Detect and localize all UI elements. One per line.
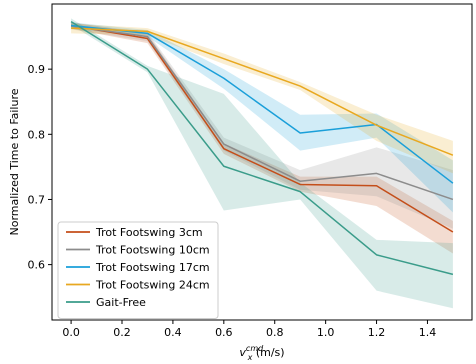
confidence-band-2: [71, 22, 453, 213]
x-tick-label: 1.0: [317, 326, 335, 339]
y-tick-label: 0.8: [28, 128, 46, 141]
x-axis-label-subscript: x: [247, 353, 253, 362]
legend: Trot Footswing 3cm Trot Footswing 10cm Tro…: [57, 221, 219, 319]
x-tick-label: 1.4: [419, 326, 437, 339]
x-tick-label: 0.2: [113, 326, 131, 339]
legend-label-1: Trot Footswing 10cm: [95, 244, 210, 257]
y-axis-label: Normalized Time to Failure: [8, 88, 21, 235]
y-tick-label: 0.9: [28, 63, 46, 76]
x-axis-label-base: v: [239, 346, 246, 359]
lines-layer: [70, 20, 454, 276]
legend-label-0: Trot Footswing 3cm: [95, 226, 203, 239]
x-axis-label-superscript: cmd: [246, 344, 264, 353]
x-tick-label: 0.8: [266, 326, 284, 339]
x-tick-label: 0.0: [62, 326, 80, 339]
x-tick-label: 1.2: [368, 326, 386, 339]
y-tick-label: 0.6: [28, 259, 46, 272]
y-axis: 0.6 0.7 0.8 0.9: [28, 63, 52, 272]
series-line-4: [70, 20, 454, 276]
series-line-2: [71, 24, 454, 184]
legend-label-3: Trot Footswing 24cm: [95, 279, 210, 292]
legend-box: [57, 221, 219, 319]
x-axis: 0.0 0.2 0.4 0.6 0.8 1.0 1.2 1.4: [62, 320, 436, 339]
legend-label-4: Gait-Free: [96, 296, 146, 309]
series-line-3: [71, 27, 454, 156]
plot-frame: [51, 3, 473, 321]
legend-label-2: Trot Footswing 17cm: [95, 261, 210, 274]
y-tick-label: 0.7: [28, 193, 46, 206]
x-axis-label: vcmd x (m/s): [239, 344, 284, 362]
series-line-1: [70, 25, 454, 201]
x-tick-label: 0.4: [164, 326, 182, 339]
series-line-0: [70, 24, 454, 233]
x-axis-label-unit: (m/s): [252, 346, 284, 359]
x-tick-label: 0.6: [215, 326, 233, 339]
confidence-band-0: [71, 22, 453, 254]
confidence-band-1: [71, 22, 453, 229]
